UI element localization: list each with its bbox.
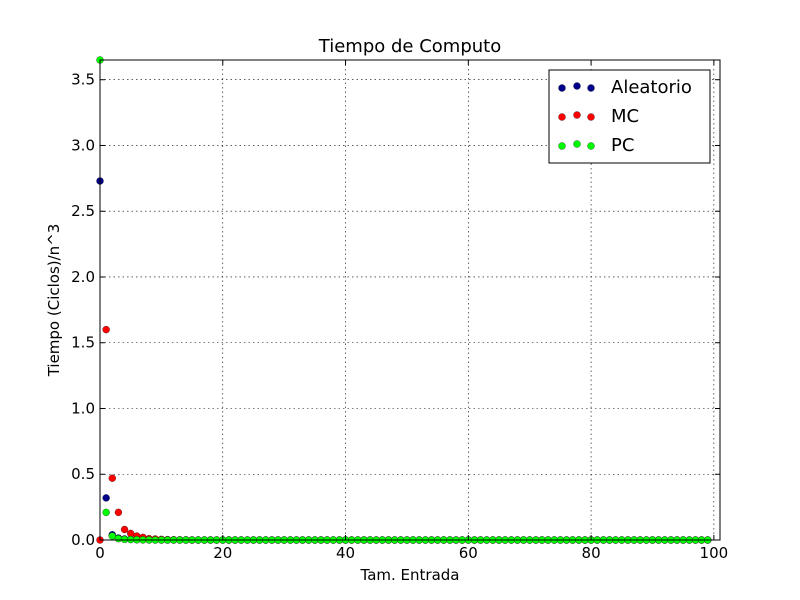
x-tick-label: 40 (336, 544, 355, 562)
x-tick-label: 20 (213, 544, 232, 562)
y-axis-label: Tiempo (Ciclos)/n^3 (45, 224, 63, 378)
data-point (127, 529, 135, 538)
data-point (108, 532, 116, 540)
legend-marker (573, 111, 581, 119)
data-point (114, 508, 123, 517)
data-point (108, 474, 116, 482)
y-tick-label: 3.0 (71, 136, 95, 154)
y-tick-label: 1.0 (71, 399, 95, 417)
plot-frame (99, 59, 721, 541)
legend-label: PC (611, 135, 634, 156)
legend-marker (587, 142, 595, 150)
y-tick-label: 0.5 (71, 465, 95, 483)
legend-marker (587, 113, 595, 121)
x-axis-label: Tam. Entrada (360, 566, 460, 584)
data-point (102, 494, 110, 502)
legend-marker (573, 140, 581, 148)
y-tick-label: 0.0 (71, 531, 95, 549)
x-tick-label: 100 (700, 544, 729, 562)
legend: Aleatorio MC PC (548, 69, 711, 164)
y-tick-label: 2.0 (71, 268, 95, 286)
x-tick-label: 80 (582, 544, 601, 562)
y-tick-label: 2.5 (71, 202, 95, 220)
y-tick-label: 3.5 (71, 71, 95, 89)
data-point (114, 535, 123, 543)
x-tick-label: 60 (459, 544, 478, 562)
legend-label: MC (611, 106, 639, 127)
legend-marker (558, 142, 566, 150)
y-tick-label: 1.5 (71, 334, 95, 352)
x-tick-label: 0 (95, 544, 105, 562)
legend-marker (558, 113, 566, 121)
data-point (120, 525, 129, 534)
data-point (120, 535, 129, 543)
legend-marker (558, 84, 566, 92)
chart-title: Tiempo de Computo (318, 36, 501, 57)
legend-label: Aleatorio (611, 77, 692, 98)
data-point (102, 325, 110, 334)
legend-marker (573, 82, 581, 90)
grid-lines (100, 60, 720, 540)
axis-ticks: 0 20 40 60 80 100 0.0 0.5 1.0 1.5 2.0 2.5 3.0 3.5 (71, 60, 728, 562)
data-point (102, 508, 110, 517)
legend-marker (587, 84, 595, 92)
